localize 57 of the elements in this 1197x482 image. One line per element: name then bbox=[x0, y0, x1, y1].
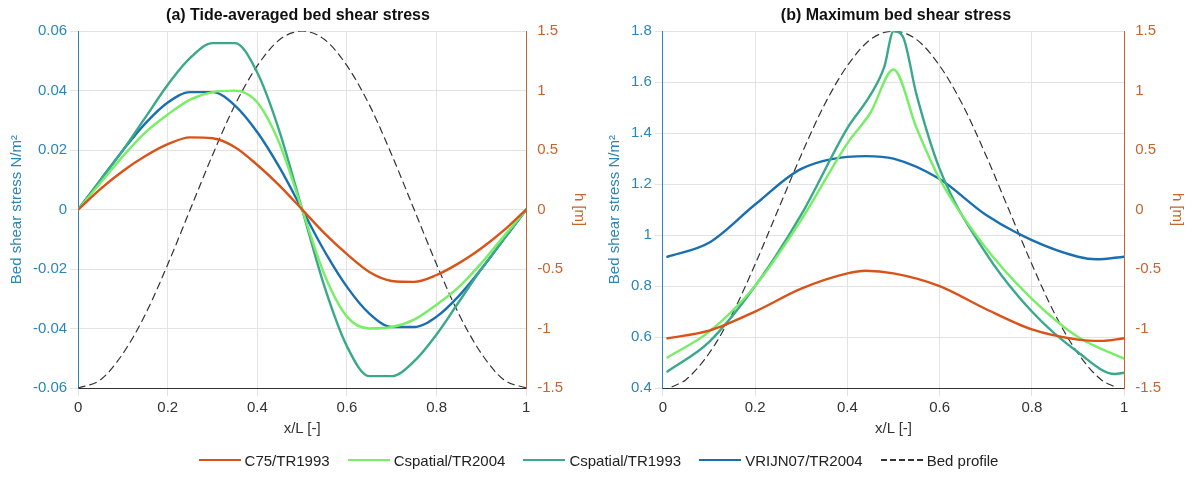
y-tick-label: 0.8 bbox=[630, 276, 652, 294]
y2-tick-label: 0 bbox=[1135, 199, 1144, 217]
y-tick-label: 1.6 bbox=[630, 72, 652, 90]
y-tick-label: -0.06 bbox=[32, 378, 68, 396]
y2-tick-label: -0.5 bbox=[1135, 259, 1162, 277]
y2-axis-title: h [m] bbox=[1169, 192, 1187, 227]
chart-title: (a) Tide-averaged bed shear stress bbox=[166, 6, 431, 24]
x-tick-label: 0.4 bbox=[246, 398, 268, 416]
y-tick-label: -0.04 bbox=[32, 318, 68, 336]
x-tick-label: 0.2 bbox=[157, 398, 179, 416]
y-tick-label: -0.02 bbox=[32, 259, 68, 277]
x-tick-label: 0.6 bbox=[336, 398, 358, 416]
x-tick-label: 0.8 bbox=[1021, 398, 1043, 416]
y-tick-label: 1.2 bbox=[630, 174, 652, 192]
legend-label: Bed profile bbox=[926, 451, 999, 469]
y-tick-label: 1 bbox=[643, 225, 652, 243]
chart-title: (b) Maximum bed shear stress bbox=[780, 6, 1012, 24]
y2-axis-title: h [m] bbox=[571, 192, 589, 227]
y2-tick-label: 1.5 bbox=[537, 21, 559, 39]
x-tick-label: 0.2 bbox=[744, 398, 766, 416]
x-tick-label: 0 bbox=[74, 398, 83, 416]
y-tick-label: 0 bbox=[58, 199, 68, 217]
y-tick-label: 0.4 bbox=[630, 378, 652, 396]
y-tick-label: 0.02 bbox=[37, 140, 68, 158]
y-axis-title: Bed shear stress N/m² bbox=[7, 134, 25, 285]
x-tick-label: 0.6 bbox=[929, 398, 951, 416]
x-tick-label: 1 bbox=[1119, 398, 1129, 416]
legend-label: C75/TR1993 bbox=[244, 451, 330, 469]
y2-tick-label: 0 bbox=[537, 199, 546, 217]
y2-tick-label: -0.5 bbox=[537, 259, 564, 277]
y-tick-label: 0.06 bbox=[37, 21, 68, 39]
line-series bbox=[666, 68, 1125, 360]
y-tick-label: 0.6 bbox=[630, 327, 652, 345]
y2-tick-label: 1.5 bbox=[1135, 21, 1157, 39]
y2-tick-label: 1 bbox=[1135, 80, 1144, 98]
legend-label: Cspatial/TR1993 bbox=[569, 451, 682, 469]
y2-tick-label: -1.5 bbox=[537, 378, 564, 396]
y2-tick-label: 0.5 bbox=[537, 140, 559, 158]
legend-label: Cspatial/TR2004 bbox=[393, 451, 506, 469]
x-axis-title: x/L [-] bbox=[283, 419, 321, 437]
x-tick-label: 0 bbox=[658, 398, 668, 416]
line-series bbox=[666, 154, 1125, 261]
line-series bbox=[666, 269, 1125, 343]
y2-tick-label: 1 bbox=[537, 80, 546, 98]
y2-tick-label: 0.5 bbox=[1135, 140, 1157, 158]
y2-tick-label: -1 bbox=[1135, 318, 1149, 336]
y-tick-label: 1.8 bbox=[630, 21, 652, 39]
y-axis-title: Bed shear stress N/m² bbox=[605, 134, 623, 285]
legend-label: VRIJN07/TR2004 bbox=[745, 451, 863, 469]
y-tick-label: 1.4 bbox=[630, 123, 652, 141]
y2-tick-label: -1 bbox=[537, 318, 551, 336]
y2-tick-label: -1.5 bbox=[1135, 378, 1162, 396]
x-tick-label: 0.4 bbox=[836, 398, 858, 416]
y-tick-label: 0.04 bbox=[37, 80, 68, 98]
x-tick-label: 0.8 bbox=[426, 398, 447, 416]
x-axis-title: x/L [-] bbox=[875, 419, 912, 437]
x-tick-label: 1 bbox=[521, 398, 531, 416]
